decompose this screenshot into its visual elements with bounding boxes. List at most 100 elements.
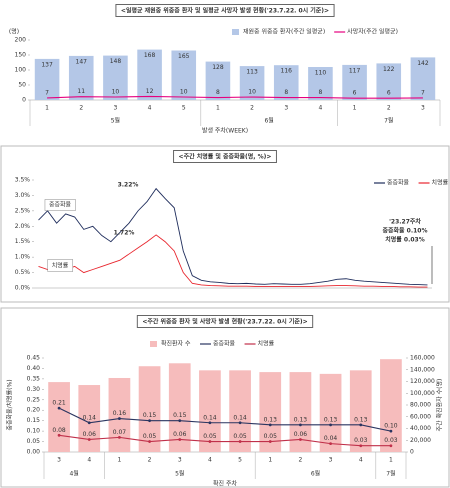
x-tick-label: 1: [353, 105, 357, 112]
x-tick-label: 1: [118, 457, 122, 464]
point: [118, 417, 121, 420]
bar: [34, 58, 60, 100]
data-label: 137: [41, 61, 53, 68]
data-label: 113: [246, 69, 258, 76]
series-tag: 치명률: [52, 262, 69, 270]
x-tick-label: 2: [79, 105, 83, 112]
data-label: 10: [180, 89, 188, 96]
data-label: 0.08: [52, 427, 66, 434]
series-tag-box: [47, 259, 74, 272]
data-label: 0.05: [264, 433, 278, 440]
data-label: 0.13: [354, 416, 368, 423]
data-label: 142: [417, 60, 429, 67]
x-tick-label: 3: [284, 105, 288, 112]
y-tick-label: 3.0%: [15, 192, 31, 199]
bar: [78, 385, 101, 452]
data-label: 128: [212, 64, 224, 71]
bar: [137, 49, 162, 100]
y-tick-label: 2.5%: [15, 207, 31, 214]
bar: [273, 65, 299, 100]
point: [118, 435, 121, 439]
series-tag: 중증화율: [49, 202, 72, 209]
x-tick-label: 1: [268, 457, 272, 464]
y2-axis-label: 주간 확진환자 수(명): [436, 379, 444, 432]
bar: [108, 377, 131, 452]
legend-label: 사망자(주간 일평균): [347, 28, 398, 36]
y-tick-label: 0.0%: [15, 285, 31, 292]
bar: [410, 57, 436, 100]
x-tick-label: 3: [421, 105, 425, 112]
point: [238, 440, 242, 443]
y-tick-label: 140,000: [410, 366, 435, 373]
bar: [376, 63, 402, 100]
x-tick-label: 4: [359, 457, 363, 464]
point: [87, 421, 91, 425]
point: [87, 438, 91, 441]
bar: [259, 372, 282, 452]
x-tick-label: 5: [182, 105, 186, 112]
point: [148, 440, 151, 443]
data-label: 7: [45, 89, 49, 96]
x-tick-label: 4: [148, 105, 152, 112]
bar: [349, 370, 372, 452]
y-tick-label: 1.0%: [15, 254, 31, 261]
line: [58, 407, 392, 432]
line: [59, 434, 391, 447]
title-box: [173, 150, 277, 163]
legend-label: 확진환자 수: [161, 340, 191, 348]
y-tick-label: 0.15: [27, 417, 41, 424]
data-label: 8: [319, 89, 323, 96]
data-label: 122: [383, 66, 395, 73]
x-tick-label: 2: [148, 457, 152, 464]
data-label: 0.13: [264, 416, 278, 423]
bar: [68, 55, 94, 100]
y-tick-label: 0.25: [27, 396, 41, 403]
month-label: 5월: [175, 470, 184, 478]
chart-title: <주간 위중증 환자 및 사망자 발생 현황('23.7.22. 0시 기준)>: [142, 318, 307, 326]
bar: [308, 67, 333, 100]
point: [329, 423, 332, 427]
data-label: 0.16: [113, 410, 127, 417]
x-tick-label: 4: [319, 105, 323, 112]
bar: [289, 372, 312, 452]
data-label: 12: [146, 88, 154, 95]
point: [389, 444, 393, 448]
data-label: 0.10: [384, 423, 398, 430]
point: [238, 421, 242, 425]
y-tick-label: 3.5%: [15, 177, 31, 184]
point: [178, 419, 182, 423]
point: [268, 423, 272, 427]
title-box: [136, 315, 314, 328]
y-tick-label: 150: [15, 52, 27, 59]
bar: [205, 61, 231, 100]
bar: [171, 50, 197, 100]
data-label: 0.06: [294, 431, 308, 438]
data-label: 0.05: [233, 433, 247, 440]
bar: [168, 363, 191, 452]
data-label: 0.03: [384, 437, 398, 444]
point: [57, 433, 61, 437]
y-tick-label: 0.10: [27, 428, 41, 435]
data-label: 8: [284, 89, 288, 96]
bar: [103, 55, 128, 100]
data-label: 10: [248, 89, 256, 96]
data-label: 0.21: [52, 400, 66, 407]
x-tick-label: 3: [178, 457, 182, 464]
y-tick-label: 0.20: [27, 407, 41, 414]
legend-label: 치명률: [258, 340, 275, 348]
line: [47, 95, 423, 99]
data-label: 0.03: [354, 437, 368, 444]
y-tick-label: 50: [18, 82, 26, 89]
bar: [229, 370, 251, 452]
data-label: 8: [216, 89, 220, 96]
panel-border: [0, 307, 450, 488]
data-label: 0.07: [113, 429, 127, 436]
x-tick-label: 1: [389, 457, 393, 464]
month-label: 7월: [384, 117, 393, 125]
x-tick-label: 2: [387, 105, 391, 112]
legend-label: 치명률: [432, 179, 449, 187]
data-label: 0.15: [173, 412, 187, 419]
point: [329, 442, 332, 446]
y-tick-label: 160,000: [410, 355, 435, 362]
